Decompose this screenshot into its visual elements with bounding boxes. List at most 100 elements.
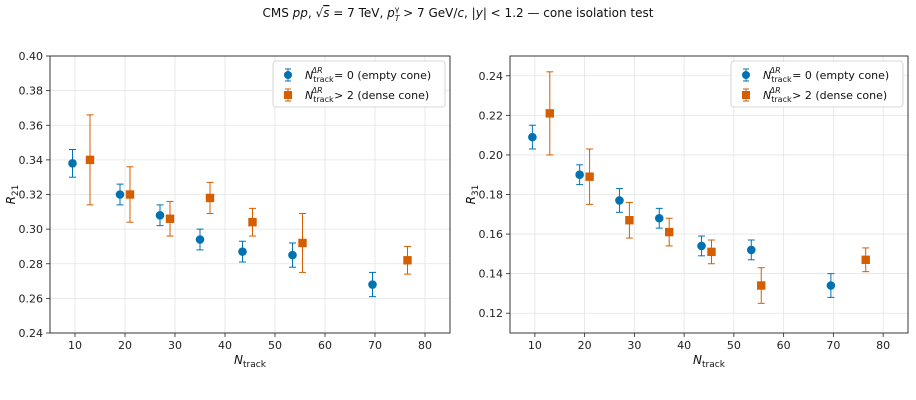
data-point	[238, 247, 247, 256]
legend-label-rest: = 0 (empty cone)	[789, 69, 890, 82]
data-point	[861, 255, 870, 264]
y-axis-label-main: R	[464, 196, 478, 204]
legend-label-N: N	[763, 69, 771, 82]
legend-box	[730, 60, 904, 108]
data-point	[248, 218, 257, 227]
data-point	[68, 159, 77, 168]
x-tick-label: 40	[677, 339, 691, 352]
legend-label-sub: track	[771, 75, 792, 84]
legend-label-rest: > 2 (dense cone)	[789, 89, 888, 102]
y-tick-label: 0.40	[19, 50, 44, 63]
data-point	[615, 196, 624, 205]
y-tick-label: 0.24	[479, 70, 504, 83]
data-point	[125, 190, 135, 199]
x-tick-label: 50	[727, 339, 741, 352]
data-point	[165, 214, 175, 223]
legend-label-N: N	[305, 69, 313, 82]
y-tick-label: 0.34	[19, 154, 44, 167]
y-axis-label-sub: 21	[11, 185, 21, 196]
y-tick-label: 0.38	[19, 85, 44, 98]
legend-marker	[742, 71, 750, 79]
data-point	[757, 281, 766, 290]
legend-label-N: N	[305, 89, 313, 102]
data-point	[654, 213, 664, 223]
data-point	[545, 109, 554, 118]
y-tick-label: 0.18	[479, 189, 504, 202]
data-point	[826, 281, 836, 290]
legend-label-sup: ΔR	[311, 86, 323, 95]
y-tick-label: 0.24	[19, 327, 44, 340]
ticks: 10 20 30 40 50 60 70 80 0.24 0.26 0.28 0.30 0.32 0.34…	[19, 50, 433, 352]
data-point	[85, 155, 95, 165]
legend-label-sub: track	[313, 75, 334, 84]
x-axis-label-sub: track	[702, 360, 726, 370]
y-tick-label: 0.26	[19, 292, 44, 305]
x-tick-label: 70	[826, 339, 840, 352]
x-axis-label: Ntrack	[693, 353, 726, 370]
data-point	[298, 238, 307, 248]
plot-frame	[49, 55, 451, 334]
legend-label: NtrackΔR = 0 (empty cone)	[305, 66, 431, 84]
plot-frame	[509, 55, 909, 334]
legend: NtrackΔR = 0 (empty cone)NtrackΔR > 2 (d…	[272, 60, 446, 108]
data-point	[115, 190, 125, 199]
x-axis-label: Ntrack	[234, 353, 267, 370]
legend-label-sup: ΔR	[769, 86, 781, 95]
x-tick-label: 70	[368, 339, 382, 352]
x-tick-label: 40	[218, 339, 232, 352]
figure-title: CMS pp, √s = 7 TeV, pTγ > 7 GeV/c, |y| <…	[263, 5, 654, 23]
data-point	[288, 250, 297, 260]
ticks: 10 20 30 40 50 60 70 80 0.12 0.14 0.16 0.18 0.20 0.22…	[479, 70, 891, 352]
data-point	[528, 132, 537, 142]
y-tick-label: 0.22	[479, 109, 504, 122]
left-panel: 10 20 30 40 50 60 70 80 0.24 0.26 0.28 0.30 0.32 0.34…	[4, 50, 451, 370]
legend-marker	[284, 71, 292, 79]
legend-label-sub: track	[313, 95, 334, 104]
series-empty-cone	[68, 148, 377, 298]
y-tick-label: 0.32	[19, 189, 44, 202]
right-panel: 10 20 30 40 50 60 70 80 0.12 0.14 0.16 0.18 0.20 0.22…	[464, 55, 909, 370]
x-tick-label: 20	[578, 339, 592, 352]
y-axis-label-sub: 31	[471, 185, 481, 196]
x-tick-label: 60	[318, 339, 332, 352]
x-tick-label: 30	[168, 339, 182, 352]
legend-label-rest: > 2 (dense cone)	[331, 89, 430, 102]
y-tick-label: 0.14	[479, 268, 504, 281]
legend: NtrackΔR = 0 (empty cone)NtrackΔR > 2 (d…	[730, 60, 904, 108]
data-point	[195, 235, 205, 244]
x-tick-label: 30	[627, 339, 641, 352]
x-axis-label-sub: track	[243, 360, 267, 370]
legend-marker	[742, 91, 750, 99]
series-dense-cone	[545, 71, 870, 304]
data-point	[665, 227, 674, 237]
x-tick-label: 10	[68, 339, 82, 352]
data-point	[368, 280, 377, 289]
series-dense-cone	[85, 114, 412, 275]
y-axis-label-main: R	[4, 196, 18, 204]
y-tick-label: 0.16	[479, 228, 504, 241]
series-empty-cone	[528, 124, 836, 298]
data-point	[205, 193, 215, 203]
x-tick-label: 80	[876, 339, 890, 352]
y-tick-label: 0.36	[19, 119, 44, 132]
y-axis-label: R31	[464, 185, 481, 205]
x-tick-label: 10	[528, 339, 542, 352]
legend-label-N: N	[763, 89, 771, 102]
data-point	[585, 172, 594, 181]
legend-box	[272, 60, 446, 108]
x-tick-label: 50	[268, 339, 282, 352]
data-point	[625, 216, 634, 225]
legend-label-sup: ΔR	[311, 66, 323, 75]
data-point	[697, 241, 706, 251]
data-point	[707, 247, 716, 257]
legend-label-rest: = 0 (empty cone)	[331, 69, 432, 82]
legend-label-sup: ΔR	[769, 66, 781, 75]
data-point	[746, 245, 756, 255]
y-tick-label: 0.12	[479, 307, 504, 320]
legend-label-sub: track	[771, 95, 792, 104]
y-tick-label: 0.28	[19, 258, 44, 271]
legend-label: NtrackΔR = 0 (empty cone)	[763, 66, 889, 84]
legend-label: NtrackΔR > 2 (dense cone)	[763, 86, 887, 104]
y-axis-label: R21	[4, 185, 21, 205]
